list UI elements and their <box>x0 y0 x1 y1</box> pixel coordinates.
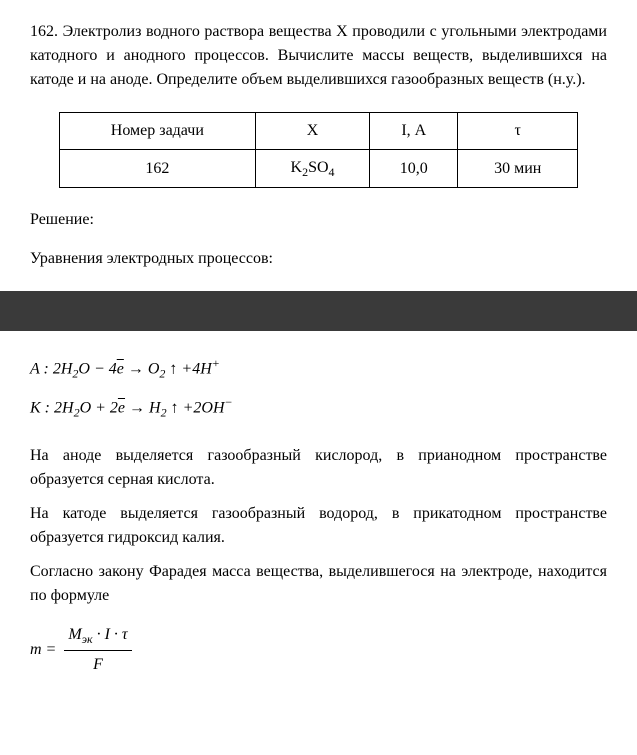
table-header-row: Номер задачи X I, А τ <box>59 113 577 150</box>
formula-fraction: Mэк · I · τ F <box>64 623 131 677</box>
electrode-equations: A : 2H2O − 4e → O2 ↑ +4H+ K : 2H2O + 2e … <box>30 351 607 424</box>
problem-statement: 162. Электролиз водного раствора веществ… <box>30 20 607 92</box>
td-substance: K2SO4 <box>255 150 370 188</box>
th-x: X <box>255 113 370 150</box>
table-row: 162 K2SO4 10,0 30 мин <box>59 150 577 188</box>
th-current: I, А <box>370 113 458 150</box>
formula-numerator: Mэк · I · τ <box>64 623 131 651</box>
anode-equation: A : 2H2O − 4e → O2 ↑ +4H+ <box>30 351 607 386</box>
cathode-equation: K : 2H2O + 2e → H2 ↑ +2OH− <box>30 390 607 425</box>
problem-number: 162. <box>30 23 58 40</box>
solution-label: Решение: <box>30 208 607 232</box>
problem-text-content: Электролиз водного раствора вещества Х п… <box>30 23 607 88</box>
data-table: Номер задачи X I, А τ 162 K2SO4 10,0 30 … <box>59 112 578 188</box>
page-divider <box>0 291 637 331</box>
td-current: 10,0 <box>370 150 458 188</box>
td-number: 162 <box>59 150 255 188</box>
anode-description: На аноде выделяется газообразный кислоро… <box>30 444 607 492</box>
formula-lhs: m = <box>30 638 56 662</box>
th-number: Номер задачи <box>59 113 255 150</box>
mass-formula: m = Mэк · I · τ F <box>30 623 607 677</box>
cathode-description: На катоде выделяется газообразный водоро… <box>30 502 607 550</box>
th-time: τ <box>458 113 578 150</box>
equations-label: Уравнения электродных процессов: <box>30 247 607 271</box>
td-time: 30 мин <box>458 150 578 188</box>
faraday-law: Согласно закону Фарадея масса вещества, … <box>30 560 607 608</box>
formula-denominator: F <box>93 651 103 677</box>
